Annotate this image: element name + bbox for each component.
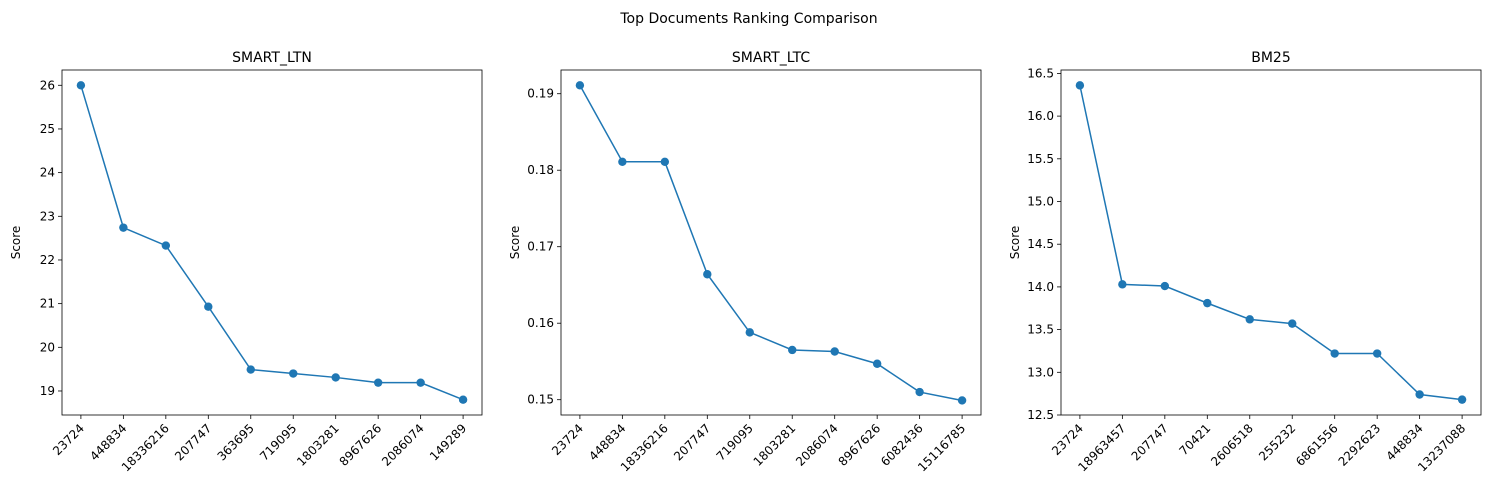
data-point [204, 302, 213, 311]
data-point [1203, 298, 1212, 308]
data-point [1160, 281, 1170, 291]
panel-title: SMART_LTC [732, 50, 810, 66]
y-tick-label: 23 [40, 209, 55, 223]
x-tick-label: 6861556 [1293, 421, 1341, 469]
data-point [1330, 349, 1339, 358]
data-point [458, 395, 468, 404]
chart-panel-1: SMART_LTN Score 19 20 21 22 23 24 25 26 23724 44883… [9, 50, 483, 474]
axes-frame [560, 69, 982, 416]
x-tick-label: 363695 [215, 421, 257, 463]
data-point [161, 241, 171, 250]
figure-title: Top Documents Ranking Comparison [619, 11, 877, 27]
data-point [660, 157, 670, 166]
data-point [331, 373, 340, 382]
data-point [745, 328, 754, 337]
y-tick-label: 20 [40, 340, 55, 354]
x-tick-label: 149289 [427, 421, 469, 463]
y-axis-label: Score [508, 226, 522, 260]
x-tick-label: 448834 [87, 421, 129, 463]
panel-title: BM25 [1251, 50, 1291, 66]
y-tick-label: 21 [40, 297, 55, 311]
x-tick-label: 2086074 [793, 421, 841, 469]
data-point [788, 345, 797, 355]
x-tick-label: 8967626 [836, 421, 884, 469]
data-point [618, 157, 627, 166]
y-tick-label: 24 [40, 166, 55, 180]
y-tick-label: 16.5 [1027, 66, 1054, 80]
series-line [579, 84, 963, 402]
data-point [1415, 390, 1424, 399]
data-point [1457, 395, 1467, 404]
data-point [76, 81, 86, 90]
data-point [373, 378, 383, 387]
data-point [289, 369, 298, 378]
y-axis-label: Score [1008, 226, 1022, 260]
chart-panel-2: SMART_LTC Score 0.15 0.16 0.17 0.18 0.19 23724 4… [508, 50, 982, 474]
y-tick-label: 14.5 [1027, 237, 1054, 251]
data-point [872, 359, 882, 368]
y-axis-label: Score [9, 226, 23, 260]
x-tick-label: 448834 [586, 421, 628, 463]
y-tick-label: 0.15 [527, 393, 554, 407]
data-point [246, 365, 255, 374]
y-tick-label: 16.0 [1027, 109, 1054, 123]
x-tick-label: 8967626 [337, 421, 385, 469]
x-tick-label: 719095 [714, 421, 756, 463]
series-line [80, 85, 464, 401]
y-tick-label: 0.18 [527, 163, 554, 177]
data-point [1372, 349, 1382, 358]
y-tick-label: 0.17 [527, 240, 554, 254]
x-tick-label: 2086074 [379, 421, 427, 469]
y-tick-label: 0.19 [527, 87, 554, 101]
y-tick-label: 26 [40, 78, 55, 92]
x-tick-label: 2292623 [1336, 421, 1384, 469]
panel-title: SMART_LTN [232, 50, 312, 66]
chart-panel-3: BM25 Score 12.5 13.0 13.5 14.0 14.5 15.0 15.5 16.… [1008, 50, 1482, 474]
data-point [1245, 315, 1254, 324]
y-tick-label: 0.16 [527, 316, 554, 330]
data-point [830, 347, 839, 356]
series-line [1079, 85, 1463, 401]
y-tick-label: 19 [40, 384, 55, 398]
data-point [416, 378, 425, 387]
data-point [1118, 280, 1127, 289]
y-tick-label: 25 [40, 122, 55, 136]
data-point [915, 387, 924, 397]
x-tick-label: 719095 [257, 421, 299, 463]
y-tick-label: 13.5 [1027, 323, 1054, 337]
data-point [575, 81, 585, 90]
x-tick-label: 23724 [549, 421, 586, 458]
x-tick-label: 23724 [1049, 421, 1086, 458]
x-tick-label: 1803281 [751, 421, 799, 469]
axes-frame [1060, 69, 1482, 416]
x-tick-label: 207747 [172, 421, 214, 463]
x-tick-label: 1803281 [294, 421, 342, 469]
x-tick-label: 255232 [1256, 421, 1298, 463]
x-tick-label: 23724 [50, 421, 87, 458]
data-point [1288, 319, 1297, 328]
x-tick-label: 2606518 [1208, 421, 1256, 469]
y-tick-label: 13.0 [1027, 365, 1054, 379]
y-tick-label: 15.0 [1027, 195, 1054, 209]
data-point [703, 270, 712, 279]
y-tick-label: 22 [40, 253, 55, 267]
y-tick-label: 12.5 [1027, 408, 1054, 422]
data-point [119, 223, 128, 232]
x-tick-label: 448834 [1383, 421, 1425, 463]
data-point [957, 396, 967, 405]
x-tick-label: 207747 [671, 421, 713, 463]
y-tick-label: 15.5 [1027, 152, 1054, 166]
x-tick-label: 207747 [1129, 421, 1171, 463]
axes-frame [61, 69, 483, 416]
x-tick-label: 70421 [1177, 421, 1214, 458]
y-tick-label: 14.0 [1027, 280, 1054, 294]
data-point [1075, 81, 1085, 90]
